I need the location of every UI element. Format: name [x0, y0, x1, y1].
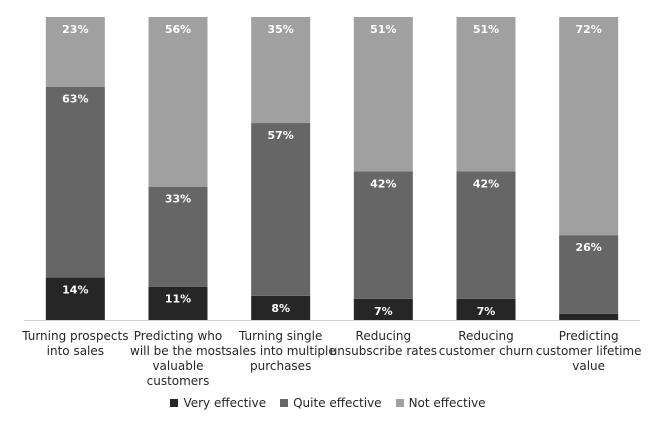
data-label-not-effective-1: 23% — [62, 23, 88, 36]
category-label-1: Turning prospects into sales — [22, 329, 129, 358]
legend-item-quite-effective: Quite effective — [280, 396, 382, 410]
bar-segment-very-effective-1 — [45, 277, 105, 320]
data-label-quite-effective-5: 42% — [473, 178, 499, 191]
data-label-quite-effective-3: 57% — [267, 129, 293, 142]
category-label-3: Turning single sales into multiple purch… — [225, 329, 336, 373]
bar-segment-not-effective-1 — [45, 17, 105, 87]
bar-segment-quite-effective-6 — [559, 235, 619, 314]
bar-segment-quite-effective-2 — [148, 186, 208, 287]
bar-segment-quite-effective-5 — [456, 171, 516, 299]
bar-segment-not-effective-4 — [353, 17, 413, 172]
data-label-quite-effective-4: 42% — [370, 178, 396, 191]
data-label-very-effective-5: 7% — [477, 305, 496, 318]
legend-swatch — [395, 399, 404, 407]
legend-label: Quite effective — [293, 396, 382, 410]
legend-swatch — [170, 399, 179, 407]
category-label-5: Reducing customer churn — [438, 329, 534, 358]
bar-segment-very-effective-6 — [559, 313, 619, 320]
bar-segment-not-effective-6 — [559, 17, 619, 236]
bar-segment-not-effective-5 — [456, 17, 516, 172]
bar-segment-very-effective-4 — [353, 298, 413, 320]
legend-item-very-effective: Very effective — [170, 396, 266, 410]
bar-segment-quite-effective-1 — [45, 86, 105, 278]
data-label-not-effective-5: 51% — [473, 23, 499, 36]
data-label-very-effective-4: 7% — [374, 305, 393, 318]
data-label-very-effective-6: 2% — [579, 320, 598, 333]
data-label-very-effective-3: 8% — [271, 302, 290, 315]
bar-segment-not-effective-2 — [148, 17, 208, 187]
legend-label: Not effective — [408, 396, 486, 410]
bar-segment-quite-effective-4 — [353, 171, 413, 299]
bar-segment-very-effective-2 — [148, 286, 208, 320]
bar-segment-very-effective-3 — [251, 295, 311, 320]
legend-label: Very effective — [183, 396, 267, 410]
data-label-quite-effective-1: 63% — [62, 93, 88, 106]
data-label-not-effective-4: 51% — [370, 23, 396, 36]
data-label-not-effective-6: 72% — [575, 23, 601, 36]
bar-segment-not-effective-3 — [251, 17, 311, 124]
category-label-6: Predicting customer lifetime value — [535, 329, 642, 373]
data-label-quite-effective-6: 26% — [575, 241, 601, 254]
legend-item-not-effective: Not effective — [395, 396, 486, 410]
legend-swatch — [280, 399, 289, 407]
category-label-2: Predicting who will be the most valuable… — [130, 329, 226, 388]
data-label-not-effective-3: 35% — [267, 23, 293, 36]
data-label-very-effective-2: 11% — [165, 293, 191, 306]
bar-segment-very-effective-5 — [456, 298, 516, 320]
bar-segment-quite-effective-3 — [251, 123, 311, 296]
data-label-very-effective-1: 14% — [62, 284, 88, 297]
category-label-4: Reducing unsubscribe rates — [329, 329, 437, 358]
data-label-not-effective-2: 56% — [165, 23, 191, 36]
data-label-quite-effective-2: 33% — [165, 193, 191, 206]
chart-legend: Very effective Quite effective Not effecti… — [0, 396, 656, 410]
